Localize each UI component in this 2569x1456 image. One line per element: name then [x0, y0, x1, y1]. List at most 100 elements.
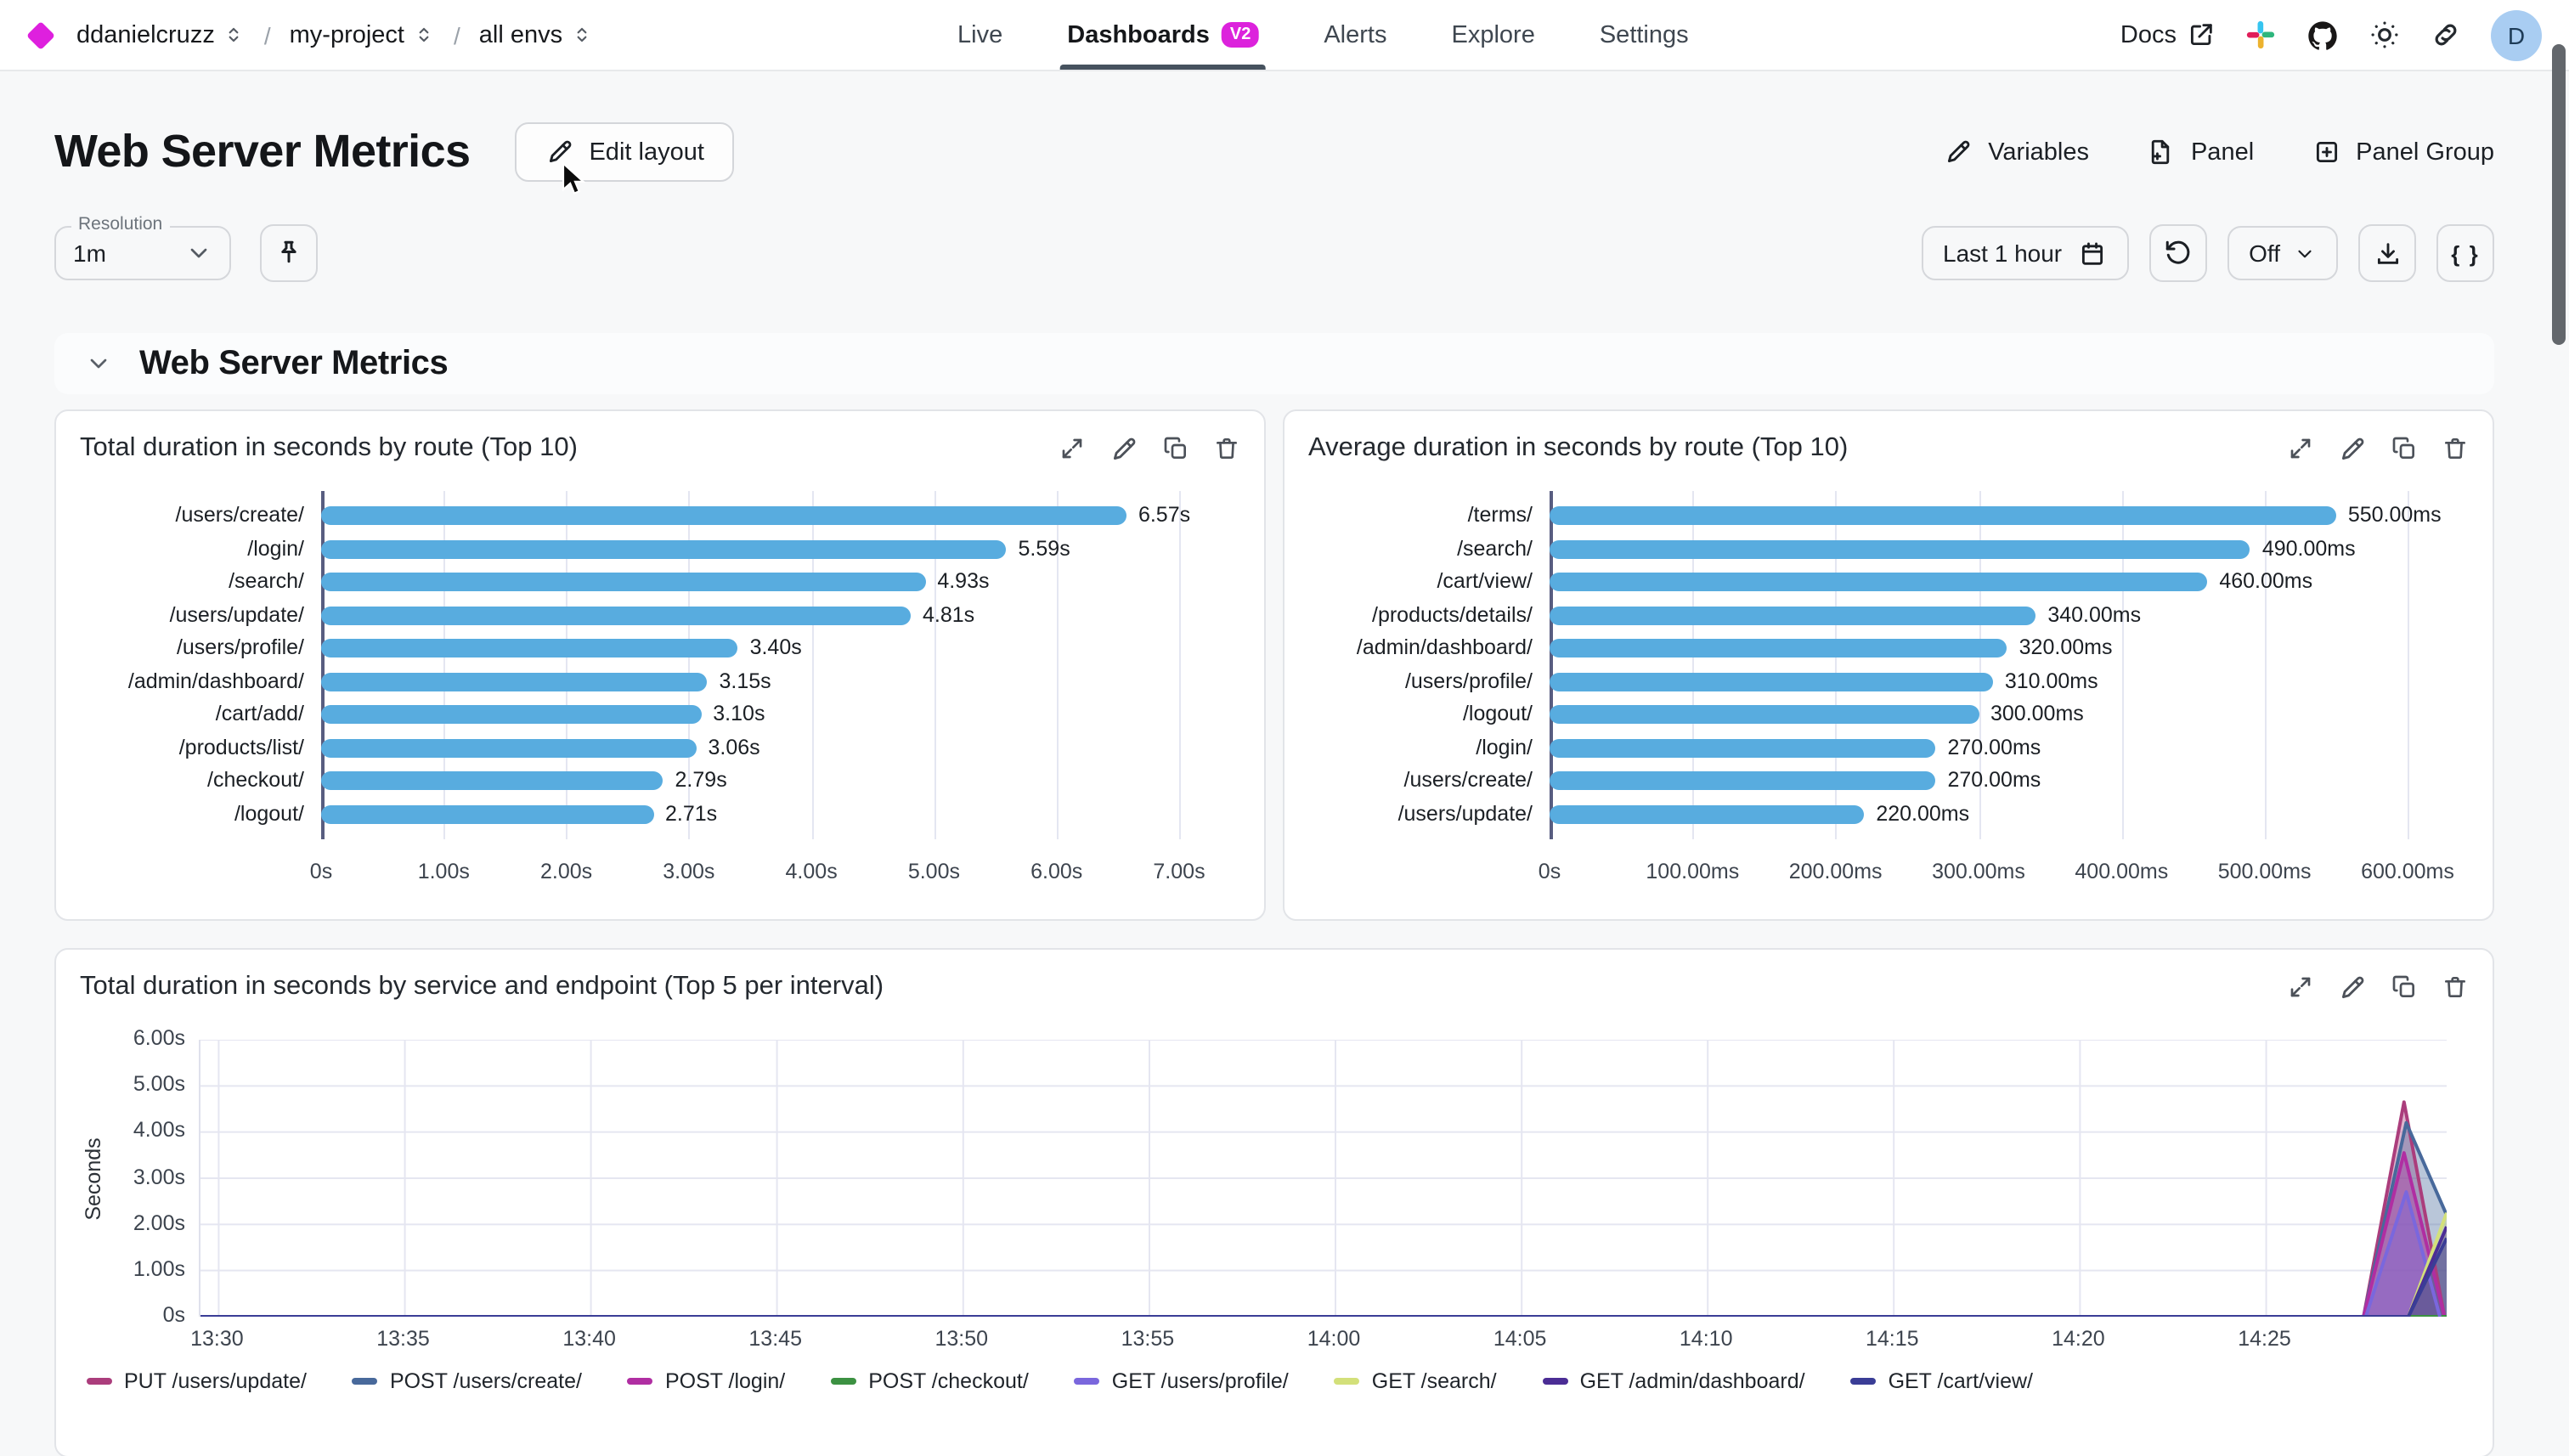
- legend-item[interactable]: POST /checkout/: [831, 1369, 1029, 1393]
- gridline: [688, 491, 691, 839]
- delete-panel-button[interactable]: [1213, 434, 1240, 463]
- delete-panel-button[interactable]: [2442, 434, 2469, 463]
- bar-category-label: /users/create/: [1403, 768, 1533, 792]
- panel-actions: [2287, 973, 2469, 1002]
- breadcrumb-project-selector[interactable]: my-project: [290, 21, 435, 48]
- time-range-button[interactable]: Last 1 hour: [1921, 226, 2129, 280]
- expand-icon: [2287, 973, 2314, 1002]
- tab-alerts[interactable]: Alerts: [1324, 0, 1386, 70]
- bar[interactable]: [321, 539, 1007, 559]
- y-axis-ticks: 6.00s 5.00s 4.00s 3.00s 2.00s 1.00s 0s: [107, 1026, 199, 1327]
- bar[interactable]: [321, 804, 653, 824]
- breadcrumb-org-selector[interactable]: ddanielcruzz: [76, 21, 246, 48]
- bar[interactable]: [1550, 506, 2336, 526]
- bar[interactable]: [1550, 738, 1936, 758]
- file-plus-icon: [2147, 138, 2176, 166]
- bar-category-label: /products/details/: [1372, 602, 1533, 626]
- bar[interactable]: [321, 639, 738, 658]
- download-button[interactable]: [2358, 224, 2416, 282]
- refresh-button[interactable]: [2148, 224, 2207, 282]
- share-link-button[interactable]: [2430, 19, 2462, 51]
- org-name: ddanielcruzz: [76, 21, 215, 48]
- slack-button[interactable]: [2244, 19, 2277, 51]
- bar[interactable]: [1550, 672, 1993, 691]
- edit-panel-button[interactable]: [2338, 434, 2367, 463]
- add-panel-group-button[interactable]: Panel Group: [2312, 138, 2494, 166]
- bar[interactable]: [1550, 573, 2208, 592]
- x-axis-tick: 14:15: [1866, 1327, 1919, 1351]
- edit-panel-button[interactable]: [2338, 973, 2367, 1002]
- chevron-updown-icon: [571, 24, 593, 46]
- bar[interactable]: [1550, 639, 2007, 658]
- bar-category-label: /admin/dashboard/: [1356, 635, 1533, 659]
- bar[interactable]: [321, 705, 702, 725]
- variables-button[interactable]: Variables: [1944, 138, 2089, 166]
- brand-logo-icon: [26, 20, 55, 49]
- tab-settings[interactable]: Settings: [1600, 0, 1689, 70]
- user-avatar[interactable]: D: [2491, 9, 2542, 60]
- expand-panel-button[interactable]: [2287, 973, 2314, 1002]
- legend-item[interactable]: POST /users/create/: [352, 1369, 582, 1393]
- tab-live[interactable]: Live: [957, 0, 1002, 70]
- bar[interactable]: [1550, 771, 1936, 791]
- bar[interactable]: [321, 738, 697, 758]
- bar[interactable]: [321, 771, 663, 791]
- bar-value-label: 3.40s: [749, 635, 802, 659]
- resolution-select[interactable]: Resolution 1m: [54, 214, 231, 280]
- legend-item[interactable]: GET /cart/view/: [1850, 1369, 2033, 1393]
- auto-refresh-select[interactable]: Off: [2227, 226, 2338, 280]
- bar-category-label: /logout/: [1462, 702, 1533, 725]
- edit-panel-button[interactable]: [1109, 434, 1138, 463]
- vertical-scrollbar-thumb[interactable]: [2552, 44, 2566, 345]
- docs-label: Docs: [2120, 21, 2177, 48]
- y-axis-tick: 6.00s: [133, 1026, 185, 1050]
- bar[interactable]: [1550, 606, 2036, 625]
- chart-plot-area[interactable]: [199, 1040, 2447, 1317]
- breadcrumb-separator: /: [454, 21, 460, 48]
- bar[interactable]: [1550, 705, 1979, 725]
- bar[interactable]: [321, 606, 911, 625]
- edit-layout-button[interactable]: Edit layout: [514, 122, 735, 182]
- bar-row: 270.00ms: [1550, 731, 2408, 765]
- legend-item[interactable]: GET /search/: [1334, 1369, 1497, 1393]
- bar[interactable]: [1550, 539, 2250, 559]
- x-axis-tick: 100.00ms: [1646, 860, 1740, 883]
- panel-header: Average duration in seconds by route (To…: [1308, 433, 2469, 464]
- pin-button[interactable]: [260, 224, 318, 282]
- legend-item[interactable]: PUT /users/update/: [87, 1369, 307, 1393]
- duplicate-panel-button[interactable]: [2391, 434, 2418, 463]
- bar[interactable]: [321, 506, 1126, 526]
- tab-label: Explore: [1451, 21, 1535, 48]
- breadcrumb: ddanielcruzz / my-project / all envs: [26, 20, 593, 49]
- delete-panel-button[interactable]: [2442, 973, 2469, 1002]
- bar-category-label: /products/list/: [178, 735, 304, 759]
- duplicate-panel-button[interactable]: [2391, 973, 2418, 1002]
- duplicate-panel-button[interactable]: [1162, 434, 1189, 463]
- bar[interactable]: [321, 672, 708, 691]
- expand-panel-button[interactable]: [1059, 434, 1086, 463]
- json-view-button[interactable]: { }: [2436, 224, 2494, 282]
- add-panel-button[interactable]: Panel: [2147, 138, 2254, 166]
- collapse-chevron-icon[interactable]: [85, 350, 112, 377]
- bar-category-label: /users/create/: [175, 503, 304, 527]
- legend-item[interactable]: POST /login/: [627, 1369, 785, 1393]
- bar[interactable]: [1550, 804, 1865, 824]
- header-actions: Variables Panel Panel Group: [1944, 138, 2494, 166]
- breadcrumb-env-selector[interactable]: all envs: [479, 21, 593, 48]
- legend-item[interactable]: GET /admin/dashboard/: [1542, 1369, 1805, 1393]
- legend-item[interactable]: GET /users/profile/: [1074, 1369, 1289, 1393]
- bar[interactable]: [321, 573, 926, 592]
- bar-category-label: /cart/view/: [1437, 569, 1533, 593]
- external-link-icon: [2187, 20, 2216, 49]
- bar-category-label: /admin/dashboard/: [127, 669, 304, 692]
- gridline: [566, 491, 568, 839]
- github-button[interactable]: [2306, 18, 2340, 52]
- tab-explore[interactable]: Explore: [1452, 0, 1535, 70]
- expand-panel-button[interactable]: [2287, 434, 2314, 463]
- theme-toggle-button[interactable]: [2369, 19, 2401, 51]
- tab-dashboards[interactable]: Dashboards V2: [1060, 0, 1267, 70]
- docs-link[interactable]: Docs: [2120, 20, 2216, 49]
- bar-value-label: 3.15s: [719, 669, 771, 692]
- scrollbar-corner: [2447, 1390, 2486, 1436]
